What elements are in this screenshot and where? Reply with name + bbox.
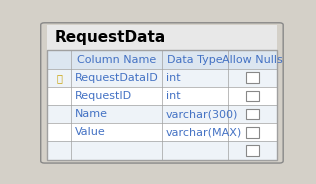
Bar bbox=[47, 69, 277, 87]
Bar bbox=[47, 50, 277, 160]
Bar bbox=[246, 91, 259, 101]
Text: ⚿: ⚿ bbox=[56, 73, 62, 83]
Text: Name: Name bbox=[75, 109, 108, 119]
Bar bbox=[47, 25, 277, 50]
Bar bbox=[246, 127, 259, 137]
Text: int: int bbox=[166, 73, 180, 83]
Bar bbox=[47, 87, 277, 105]
Text: varchar(MAX): varchar(MAX) bbox=[166, 127, 242, 137]
Bar bbox=[47, 50, 277, 160]
Bar bbox=[246, 72, 259, 83]
Bar bbox=[246, 109, 259, 119]
Text: Data Type: Data Type bbox=[167, 54, 223, 65]
Text: int: int bbox=[166, 91, 180, 101]
Text: RequestDataID: RequestDataID bbox=[75, 73, 159, 83]
Bar bbox=[47, 50, 277, 69]
Text: RequestData: RequestData bbox=[54, 30, 166, 45]
FancyBboxPatch shape bbox=[41, 23, 283, 163]
Bar bbox=[47, 123, 277, 141]
Text: varchar(300): varchar(300) bbox=[166, 109, 238, 119]
Text: Value: Value bbox=[75, 127, 106, 137]
Bar bbox=[47, 105, 277, 123]
Bar bbox=[246, 145, 259, 156]
Text: RequestID: RequestID bbox=[75, 91, 132, 101]
Text: Column Name: Column Name bbox=[77, 54, 156, 65]
Bar bbox=[47, 141, 277, 160]
Text: Allow Nulls: Allow Nulls bbox=[222, 54, 283, 65]
